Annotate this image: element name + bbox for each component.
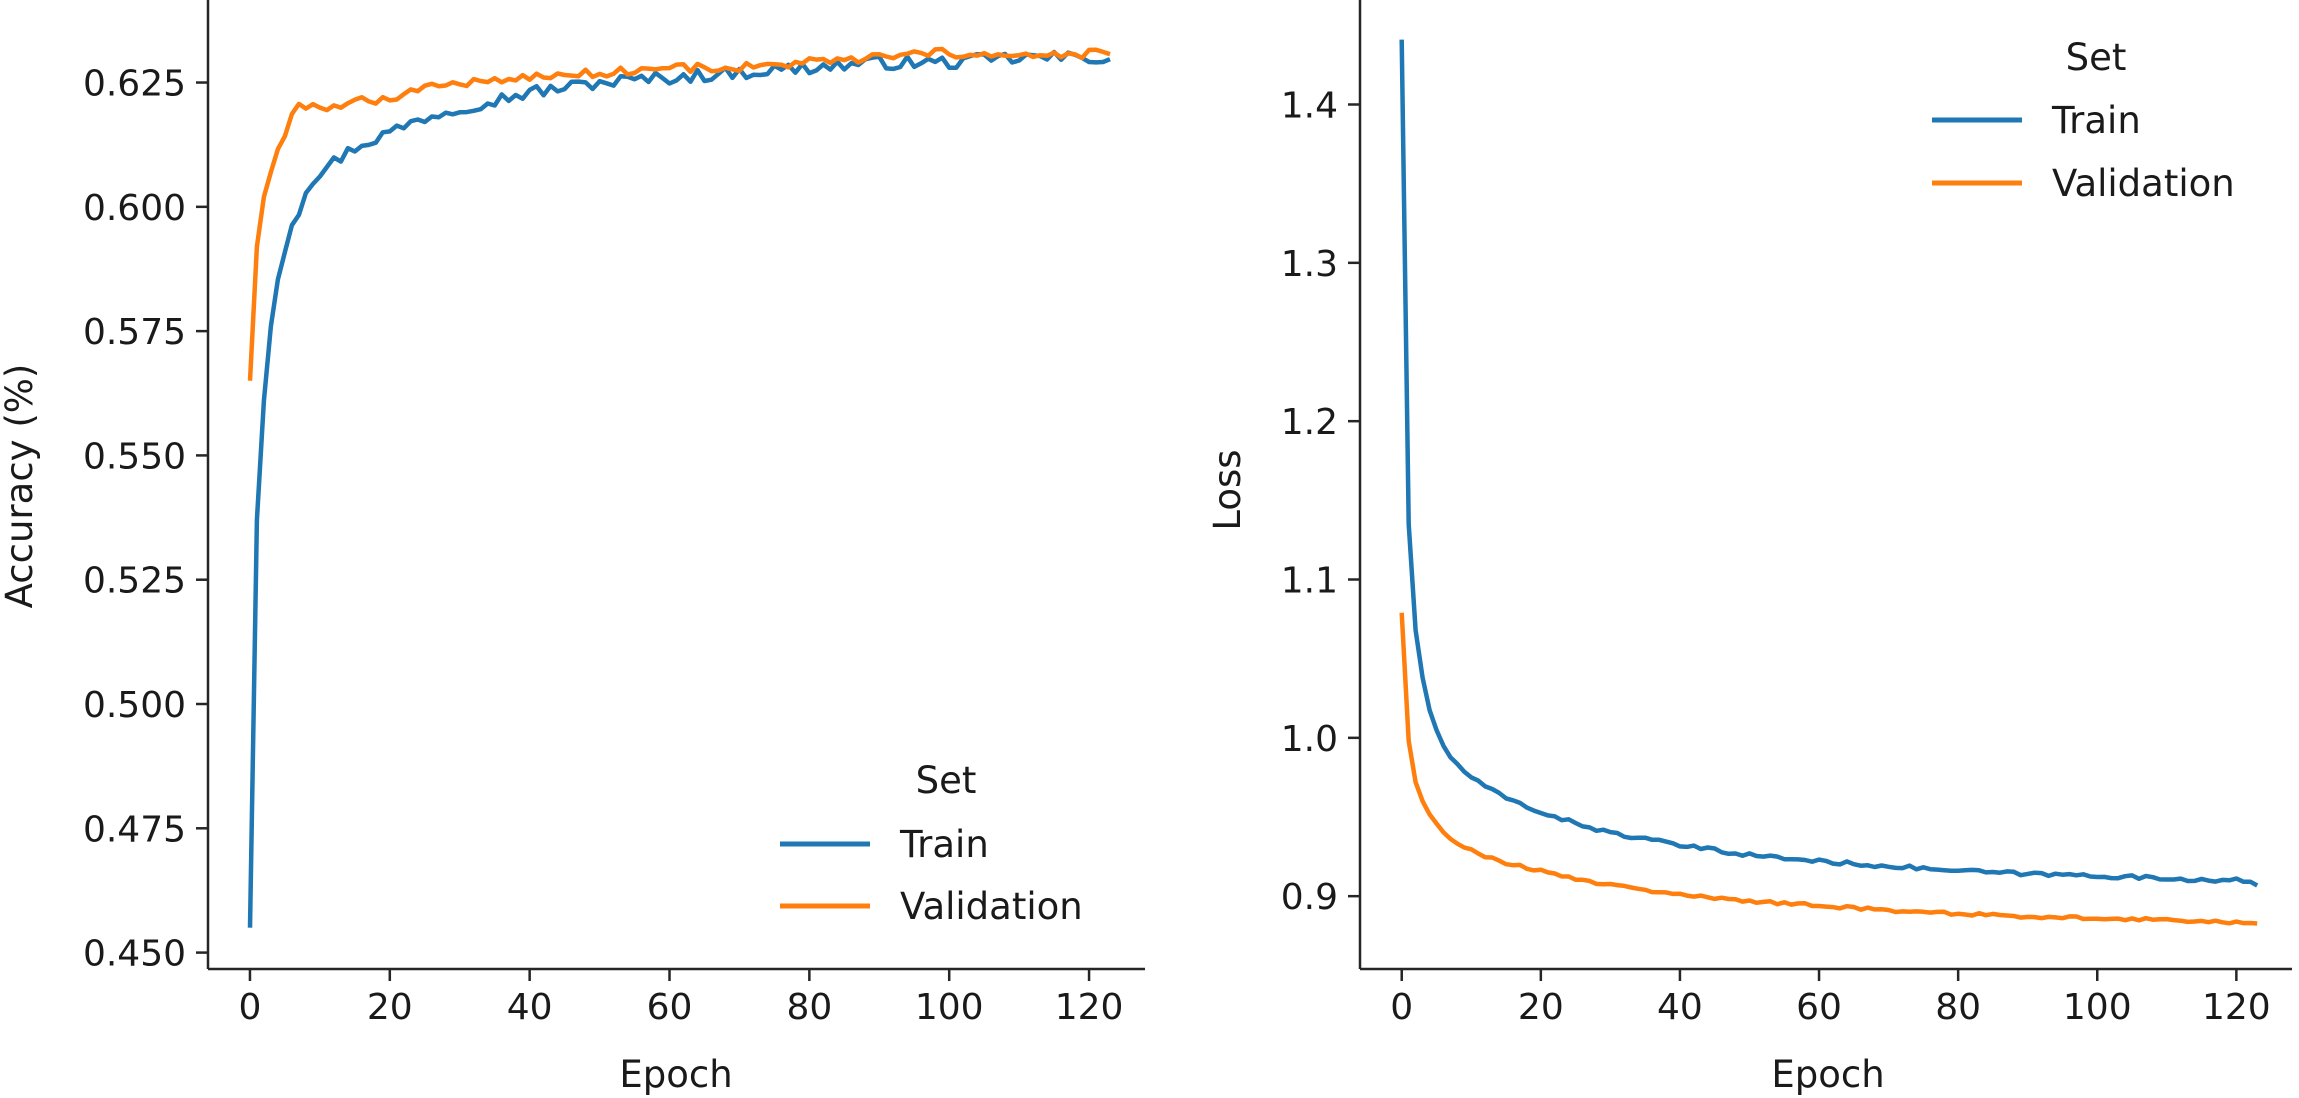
loss-legend-label-train: Train	[2051, 99, 2141, 142]
accuracy-legend-label-validation: Validation	[900, 885, 1083, 928]
accuracy-legend-title: Set	[916, 759, 977, 802]
accuracy-x-tick-label: 80	[786, 987, 832, 1028]
loss-legend-title: Set	[2066, 36, 2127, 79]
loss-legend: Set Train Validation	[1932, 36, 2235, 205]
accuracy-y-tick-label: 0.475	[83, 809, 186, 850]
accuracy-chart: 0 20 40 60 80 100 120 0.450 0.475 0.500 0.525 0.550…	[0, 0, 1145, 1096]
accuracy-x-tick-label: 60	[647, 987, 693, 1028]
accuracy-y-tick-label: 0.600	[83, 188, 186, 229]
loss-y-axis-label: Loss	[1206, 449, 1249, 530]
loss-series-train-line	[1399, 39, 2259, 888]
accuracy-x-tick-label: 120	[1055, 987, 1124, 1028]
loss-series-validation-line	[1399, 612, 2258, 926]
accuracy-series-validation-line	[247, 46, 1111, 381]
loss-y-tick-label: 1.4	[1281, 86, 1338, 127]
accuracy-x-tick-label: 40	[507, 987, 553, 1028]
loss-y-tick-label: 1.3	[1281, 244, 1338, 285]
accuracy-y-axis-label: Accuracy (%)	[0, 364, 41, 609]
accuracy-y-tick-label: 0.525	[83, 561, 186, 602]
accuracy-y-tick-label: 0.625	[83, 64, 186, 105]
loss-x-tick-label: 40	[1657, 987, 1703, 1028]
accuracy-x-tick-label: 100	[915, 987, 984, 1028]
loss-y-tick-label: 1.2	[1281, 402, 1338, 443]
accuracy-y-tick-label: 0.450	[83, 934, 186, 975]
accuracy-y-tick-label: 0.500	[83, 685, 186, 726]
accuracy-series-train-line	[247, 49, 1111, 928]
loss-x-tick-label: 20	[1518, 987, 1564, 1028]
accuracy-x-axis-label: Epoch	[619, 1053, 732, 1096]
accuracy-x-tick-label: 20	[367, 987, 413, 1028]
loss-x-tick-label: 60	[1796, 987, 1842, 1028]
loss-x-tick-label: 120	[2202, 987, 2271, 1028]
loss-x-tick-label: 0	[1390, 987, 1413, 1028]
accuracy-x-tick-label: 0	[239, 987, 262, 1028]
accuracy-plot-area: 0 20 40 60 80 100 120 0.450 0.475 0.500 0.525 0.550…	[83, 0, 1145, 1028]
loss-x-tick-label: 80	[1935, 987, 1981, 1028]
loss-x-axis-label: Epoch	[1771, 1053, 1884, 1096]
loss-plot-area: 0 20 40 60 80 100 120 0.9 1.0 1.1 1.2 1.3 1.4	[1281, 0, 2292, 1028]
accuracy-y-tick-label: 0.575	[83, 312, 186, 353]
accuracy-legend: Set Train Validation	[780, 759, 1083, 928]
loss-legend-label-validation: Validation	[2052, 162, 2235, 205]
loss-y-tick-label: 1.1	[1281, 561, 1338, 602]
loss-y-tick-label: 0.9	[1281, 877, 1338, 918]
accuracy-legend-label-train: Train	[899, 823, 989, 866]
accuracy-y-tick-label: 0.550	[83, 436, 186, 477]
loss-y-tick-label: 1.0	[1281, 719, 1338, 760]
loss-x-tick-label: 100	[2063, 987, 2132, 1028]
